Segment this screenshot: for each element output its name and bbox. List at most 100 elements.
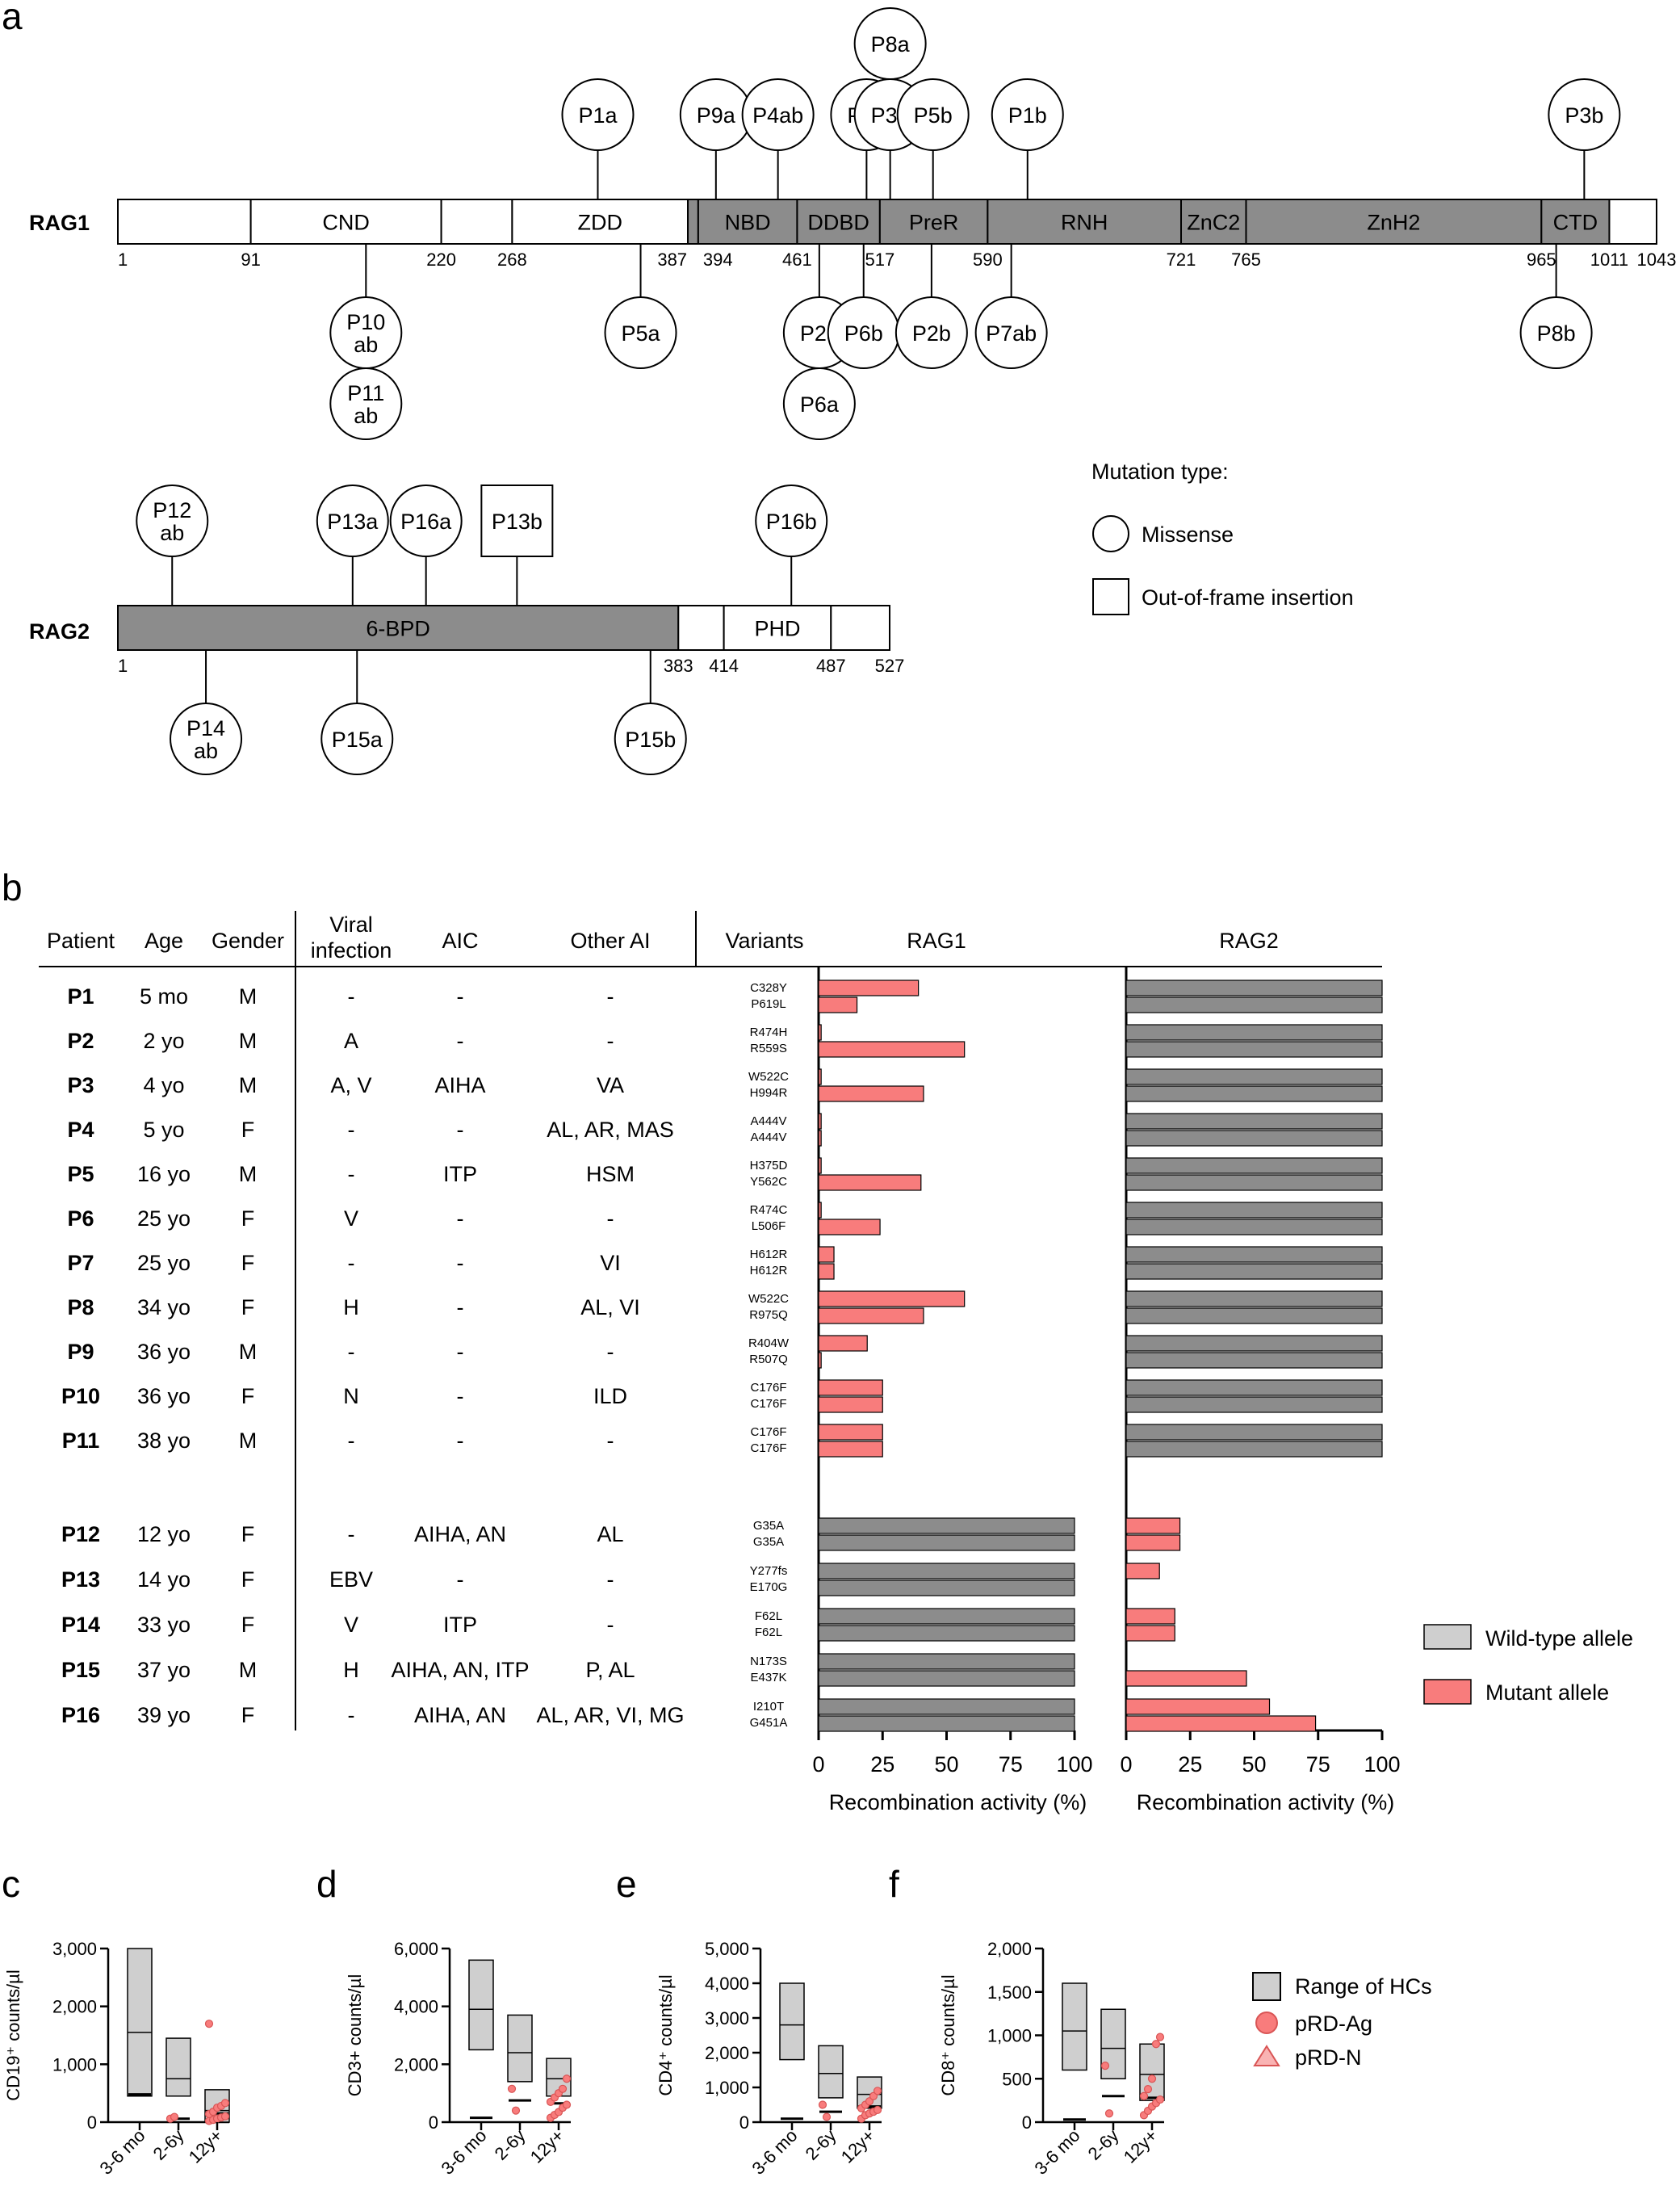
position-tick-1: 1 <box>118 250 128 270</box>
domain-segment <box>1608 199 1658 245</box>
header-viral: Viral <box>329 912 373 937</box>
domain-segment <box>830 605 891 651</box>
patient-other-ai-P15: P, AL <box>585 1658 635 1682</box>
patient-age-P8: 34 yo <box>137 1295 191 1319</box>
position-tick-383: 383 <box>664 656 693 676</box>
panel-f-y-tick-label-2,000: 2,000 <box>987 1939 1032 1959</box>
rag2-bar-allele1 <box>1125 1113 1383 1130</box>
panel-c-x-label-12y+: 12y+ <box>185 2125 227 2167</box>
domain-segment <box>117 199 252 245</box>
rag2-bar-allele1 <box>1125 1335 1383 1352</box>
panel-d-patient-point <box>507 2084 517 2093</box>
patient-viral-P16: - <box>348 1703 355 1727</box>
panel-c-y-tick-label-3,000: 3,000 <box>52 1939 97 1959</box>
patient-aic-P11: - <box>457 1428 464 1453</box>
hc-legend: Range of HCs pRD-Ag pRD-N <box>1252 1972 1432 2070</box>
patient-gender-P1: M <box>239 984 258 1009</box>
patient-gender-P2: M <box>239 1029 258 1053</box>
missense-marker <box>614 703 687 775</box>
patient-viral-P6: V <box>344 1206 358 1231</box>
domain-segment <box>117 605 680 651</box>
rag1-x-tick-label-50: 50 <box>934 1752 958 1777</box>
panel-e-patient-point <box>873 2087 882 2095</box>
rag1-bar-allele1 <box>818 1608 1075 1625</box>
domain-label-ZnC2: ZnC2 <box>1187 211 1240 235</box>
variant-allele1-P12: G35A <box>753 1519 784 1533</box>
rag2-x-axis-title: Recombination activity (%) <box>1137 1790 1395 1814</box>
variant-allele2-P9: R507Q <box>749 1353 788 1366</box>
patient-other-ai-P7: VI <box>600 1251 621 1275</box>
missense-marker <box>320 703 394 775</box>
panel-f-letter: f <box>889 1863 899 1905</box>
patient-id-P9: P9 <box>67 1340 94 1364</box>
patient-other-ai-P16: AL, AR, VI, MG <box>536 1703 684 1727</box>
variant-allele2-P6: L506F <box>752 1219 786 1233</box>
patient-other-ai-P9: - <box>607 1340 614 1364</box>
domain-segment <box>697 199 798 245</box>
patient-age-P6: 25 yo <box>137 1206 191 1231</box>
variant-allele1-P11: C176F <box>750 1425 786 1439</box>
variant-allele2-P16: G451A <box>750 1716 788 1730</box>
patient-aic-P12: AIHA, AN <box>414 1522 506 1546</box>
header-aic: AIC <box>442 929 478 953</box>
rag1-label: RAG1 <box>29 211 90 235</box>
panel-e-y-tick-label-2,000: 2,000 <box>705 2043 749 2063</box>
rag2-bar-allele1 <box>1125 1068 1383 1085</box>
domain-segment <box>687 199 699 245</box>
variant-allele2-P8: R975Q <box>749 1308 788 1322</box>
rag1-bar-allele2 <box>818 1307 924 1324</box>
panel-c-y-axis-title: CD19⁺ counts/µl <box>3 1970 23 2100</box>
missense-marker <box>316 485 389 557</box>
rag1-bar-allele2 <box>818 1041 966 1058</box>
rag2-bar-allele2 <box>1125 1670 1247 1687</box>
panel-e-y-tick-label-0: 0 <box>739 2112 749 2133</box>
variant-allele2-P3: H994R <box>750 1086 788 1100</box>
panel-e-x-label-12y+: 12y+ <box>837 2125 879 2167</box>
variant-allele2-P5: Y562C <box>750 1175 787 1189</box>
patient-gender-P8: F <box>241 1295 255 1319</box>
position-tick-1011: 1011 <box>1590 250 1628 270</box>
panel-d-patient-point <box>558 2084 568 2093</box>
rag2-bar-allele1 <box>1125 1157 1383 1174</box>
mutation-label-P12ab-suffix: ab <box>160 521 184 545</box>
rag1-bar-allele1 <box>818 1113 822 1130</box>
rag1-bar-allele2 <box>818 1670 1075 1687</box>
mutation-label-P10ab: P10 <box>346 310 385 334</box>
missense-marker <box>782 367 856 440</box>
rag2-bar-allele1 <box>1125 1290 1383 1307</box>
rag1-bar-allele2 <box>818 1174 922 1191</box>
header-viral-line2: infection <box>311 938 392 963</box>
domain-label-DDBD: DDBD <box>807 211 869 235</box>
mutation-label-P1a: P1a <box>578 103 618 128</box>
mutation-type-legend: Mutation type: Missense Out-of-frame ins… <box>1091 459 1354 615</box>
patient-viral-P15: H <box>343 1658 359 1682</box>
patient-viral-P9: - <box>348 1340 355 1364</box>
panel-d-y-tick-label-0: 0 <box>429 2112 438 2133</box>
mutation-label-P3b: P3b <box>1565 103 1603 128</box>
missense-marker <box>896 78 970 151</box>
rag2-x-tick-label-75: 75 <box>1306 1752 1330 1777</box>
rag2-bar-allele1 <box>1125 1246 1383 1263</box>
variant-allele1-P2: R474H <box>750 1026 788 1039</box>
panel-f-patient-point <box>1143 2085 1153 2094</box>
insertion-marker <box>480 485 554 557</box>
panel-f-y-tick-label-0: 0 <box>1022 2112 1032 2133</box>
patient-id-P13: P13 <box>61 1567 100 1592</box>
patient-gender-P9: M <box>239 1340 258 1364</box>
rag1-bar-allele2 <box>818 1441 883 1458</box>
rag2-bar-allele2 <box>1125 996 1383 1013</box>
rag2-bar-allele2 <box>1125 1352 1383 1369</box>
variant-allele2-P1: P619L <box>751 997 786 1011</box>
mutation-label-P15b: P15b <box>625 728 676 752</box>
variant-allele1-P14: F62L <box>755 1609 782 1623</box>
patient-viral-P13: EBV <box>329 1567 373 1592</box>
patient-viral-P1: - <box>348 984 355 1009</box>
panel-c-x-label-3-6 mo: 3-6 mo <box>95 2125 149 2179</box>
mutation-label-P11ab: P11 <box>347 381 384 405</box>
variant-allele1-P4: A444V <box>750 1114 786 1128</box>
rag1-bar-allele1 <box>818 1068 822 1085</box>
missense-marker <box>389 485 463 557</box>
mutant-legend-label: Mutant allele <box>1485 1680 1609 1705</box>
domain-label-PHD: PHD <box>754 617 800 641</box>
panel-d-patient-point <box>562 2074 572 2083</box>
